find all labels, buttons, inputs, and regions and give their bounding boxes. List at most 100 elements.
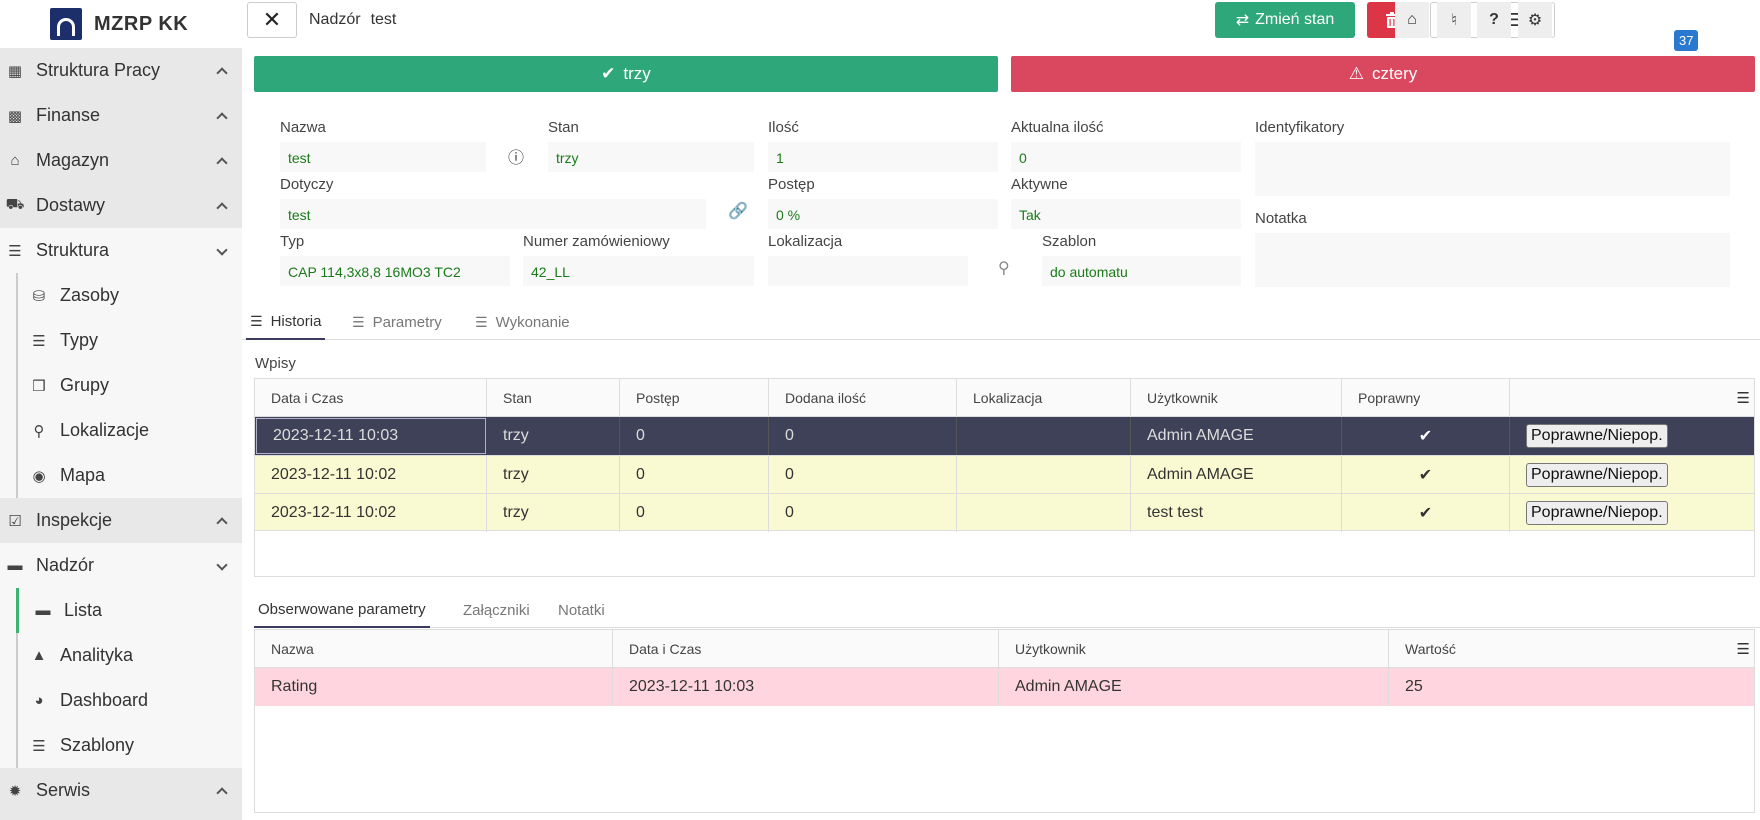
cell-uzytkownik[interactable]: test test bbox=[1131, 494, 1342, 532]
field-postep[interactable]: 0 % bbox=[768, 199, 998, 229]
field-identyfikatory[interactable] bbox=[1255, 142, 1730, 196]
cell-uzytkownik[interactable]: Admin AMAGE bbox=[999, 668, 1389, 706]
col-header-poprawny[interactable]: Poprawny bbox=[1342, 379, 1510, 417]
cell-datetime[interactable]: 2023-12-11 10:02 bbox=[255, 456, 487, 494]
toggle-correct-button[interactable]: Poprawne/Niepop. bbox=[1526, 501, 1668, 525]
map-marker-icon[interactable]: ⚲ bbox=[998, 260, 1010, 277]
cell-datetime[interactable]: 2023-12-11 10:03 bbox=[256, 418, 486, 454]
field-dotyczy[interactable]: test bbox=[280, 199, 706, 229]
col-header-lokalizacja[interactable]: Lokalizacja bbox=[957, 379, 1131, 417]
gear-icon: ⚙ bbox=[1527, 12, 1543, 29]
change-state-button[interactable]: ⇄ Zmień stan bbox=[1215, 2, 1355, 38]
cell-ilosc[interactable]: 0 bbox=[769, 417, 957, 455]
toggle-correct-button[interactable]: Poprawne/Niepop. bbox=[1526, 463, 1668, 487]
cell-datetime[interactable]: 2023-12-11 10:02 bbox=[255, 494, 487, 532]
cell-nazwa[interactable]: Rating bbox=[255, 668, 613, 706]
col-header-wartosc[interactable]: Wartość bbox=[1405, 641, 1456, 657]
cell-lokalizacja[interactable] bbox=[957, 417, 1131, 455]
tab-notatki[interactable]: Notatki bbox=[558, 601, 605, 619]
info-icon[interactable]: ⓘ bbox=[508, 150, 525, 167]
sidebar-item-analityka[interactable]: ▲ Analityka bbox=[18, 633, 242, 678]
sidebar-item-lokalizacje[interactable]: ⚲ Lokalizacje bbox=[18, 408, 242, 453]
tab-parametry[interactable]: ☰ Parametry bbox=[352, 304, 442, 340]
notifications-button[interactable]: ♮ bbox=[1437, 2, 1471, 38]
grid-menu-icon[interactable]: ☰ bbox=[1736, 641, 1750, 658]
logo-icon bbox=[50, 8, 82, 40]
sidebar-item-nadzor[interactable]: ▬ Nadzór bbox=[0, 543, 242, 588]
field-stan[interactable]: trzy bbox=[548, 142, 754, 172]
field-aktywne[interactable]: Tak bbox=[1011, 199, 1241, 229]
cell-lokalizacja[interactable] bbox=[957, 456, 1131, 494]
field-aktualna-ilosc[interactable]: 0 bbox=[1011, 142, 1241, 172]
sidebar-item-dostawy[interactable]: ⛟ Dostawy bbox=[0, 183, 242, 228]
col-header-datetime[interactable]: Data i Czas bbox=[613, 630, 999, 668]
field-nazwa[interactable]: test bbox=[280, 142, 486, 172]
col-header-stan[interactable]: Stan bbox=[487, 379, 620, 417]
sidebar-item-mapa[interactable]: ◉ Mapa bbox=[18, 453, 242, 498]
field-label-lokalizacja: Lokalizacja bbox=[768, 233, 843, 250]
sidebar-item-struktura-pracy[interactable]: ▦ Struktura Pracy bbox=[0, 48, 242, 93]
settings-button[interactable]: ⚙ bbox=[1518, 2, 1552, 38]
sidebar-item-struktura[interactable]: ☰ Struktura bbox=[0, 228, 242, 273]
cell-wartosc[interactable]: 25 bbox=[1405, 678, 1423, 695]
cell-poprawny[interactable]: ✔ bbox=[1342, 417, 1510, 455]
cell-uzytkownik[interactable]: Admin AMAGE bbox=[1131, 417, 1342, 455]
sidebar-item-finanse[interactable]: ▩ Finanse bbox=[0, 93, 242, 138]
close-button[interactable]: ✕ bbox=[247, 2, 297, 38]
cell-ilosc[interactable]: 0 bbox=[769, 456, 957, 494]
cell-stan[interactable]: trzy bbox=[487, 417, 620, 455]
field-notatka[interactable] bbox=[1255, 233, 1730, 287]
col-header-datetime[interactable]: Data i Czas bbox=[255, 379, 487, 417]
col-header-nazwa[interactable]: Nazwa bbox=[255, 630, 613, 668]
cell-poprawny[interactable]: ✔ bbox=[1342, 494, 1510, 532]
sidebar-item-grupy[interactable]: ❒ Grupy bbox=[18, 363, 242, 408]
toggle-correct-button[interactable]: Poprawne/Niepop. bbox=[1526, 424, 1668, 448]
col-header-uzytkownik[interactable]: Użytkownik bbox=[1131, 379, 1342, 417]
cell-stan[interactable]: trzy bbox=[487, 456, 620, 494]
field-typ[interactable]: CAP 114,3x8,8 16MO3 TC2 bbox=[280, 256, 510, 286]
cell-postep[interactable]: 0 bbox=[620, 417, 769, 455]
cell-stan[interactable]: trzy bbox=[487, 494, 620, 532]
table-header: Nazwa Data i Czas Użytkownik Wartość ☰ bbox=[255, 630, 1754, 668]
cell-lokalizacja[interactable] bbox=[957, 494, 1131, 532]
tab-zalaczniki[interactable]: Załączniki bbox=[463, 601, 530, 619]
sidebar-item-dashboard[interactable]: ◕ Dashboard bbox=[18, 678, 242, 723]
sidebar-item-typy[interactable]: ☰ Typy bbox=[18, 318, 242, 363]
sidebar-item-inspekcje[interactable]: ☑ Inspekcje bbox=[0, 498, 242, 543]
status-ok-button[interactable]: ✔ trzy bbox=[254, 56, 998, 92]
grid-menu-icon[interactable]: ☰ bbox=[1736, 390, 1750, 407]
status-warn-button[interactable]: ⚠ cztery bbox=[1011, 56, 1755, 92]
sidebar-item-szablony[interactable]: ☰ Szablony bbox=[18, 723, 242, 768]
sidebar-item-zasoby[interactable]: ⛁ Zasoby bbox=[18, 273, 242, 318]
field-lokalizacja[interactable] bbox=[768, 256, 968, 286]
cell-postep[interactable]: 0 bbox=[620, 494, 769, 532]
cell-actions: Poprawne/Niepop. bbox=[1510, 417, 1754, 455]
field-numer-zamowieniowy[interactable]: 42_LL bbox=[523, 256, 754, 286]
table-row[interactable]: 2023-12-11 10:02 trzy 0 0 test test ✔ Po… bbox=[255, 493, 1754, 532]
cell-poprawny[interactable]: ✔ bbox=[1342, 456, 1510, 494]
brand[interactable]: MZRP KK bbox=[0, 0, 242, 48]
col-header-dodana-ilosc[interactable]: Dodana ilość bbox=[769, 379, 957, 417]
sidebar-item-lista[interactable]: ▬ Lista bbox=[16, 588, 242, 633]
field-label-aktywne: Aktywne bbox=[1011, 176, 1068, 193]
home-button[interactable]: ⌂ bbox=[1395, 2, 1429, 38]
table-row[interactable]: 2023-12-11 10:02 trzy 0 0 Admin AMAGE ✔ … bbox=[255, 455, 1754, 494]
tab-historia[interactable]: ☰ Historia bbox=[246, 304, 326, 340]
field-ilosc[interactable]: 1 bbox=[768, 142, 998, 172]
table-row[interactable]: 2023-12-11 10:03 trzy 0 0 Admin AMAGE ✔ … bbox=[255, 417, 1754, 455]
link-icon[interactable]: 🔗 bbox=[728, 203, 748, 220]
cell-postep[interactable]: 0 bbox=[620, 456, 769, 494]
col-header-uzytkownik[interactable]: Użytkownik bbox=[999, 630, 1389, 668]
col-header-postep[interactable]: Postęp bbox=[620, 379, 769, 417]
money-icon: ▩ bbox=[7, 107, 23, 125]
tab-wykonanie[interactable]: ☰ Wykonanie bbox=[475, 304, 570, 340]
field-szablon[interactable]: do automatu bbox=[1042, 256, 1241, 286]
sidebar-item-serwis[interactable]: ✹ Serwis bbox=[0, 768, 242, 813]
table-row[interactable]: Rating 2023-12-11 10:03 Admin AMAGE 25 bbox=[255, 668, 1754, 706]
sidebar-item-magazyn[interactable]: ⌂ Magazyn bbox=[0, 138, 242, 183]
cell-uzytkownik[interactable]: Admin AMAGE bbox=[1131, 456, 1342, 494]
help-button[interactable]: ? bbox=[1477, 2, 1511, 38]
tab-obserwowane-parametry[interactable]: Obserwowane parametry bbox=[254, 592, 430, 628]
cell-datetime[interactable]: 2023-12-11 10:03 bbox=[613, 668, 999, 706]
cell-ilosc[interactable]: 0 bbox=[769, 494, 957, 532]
